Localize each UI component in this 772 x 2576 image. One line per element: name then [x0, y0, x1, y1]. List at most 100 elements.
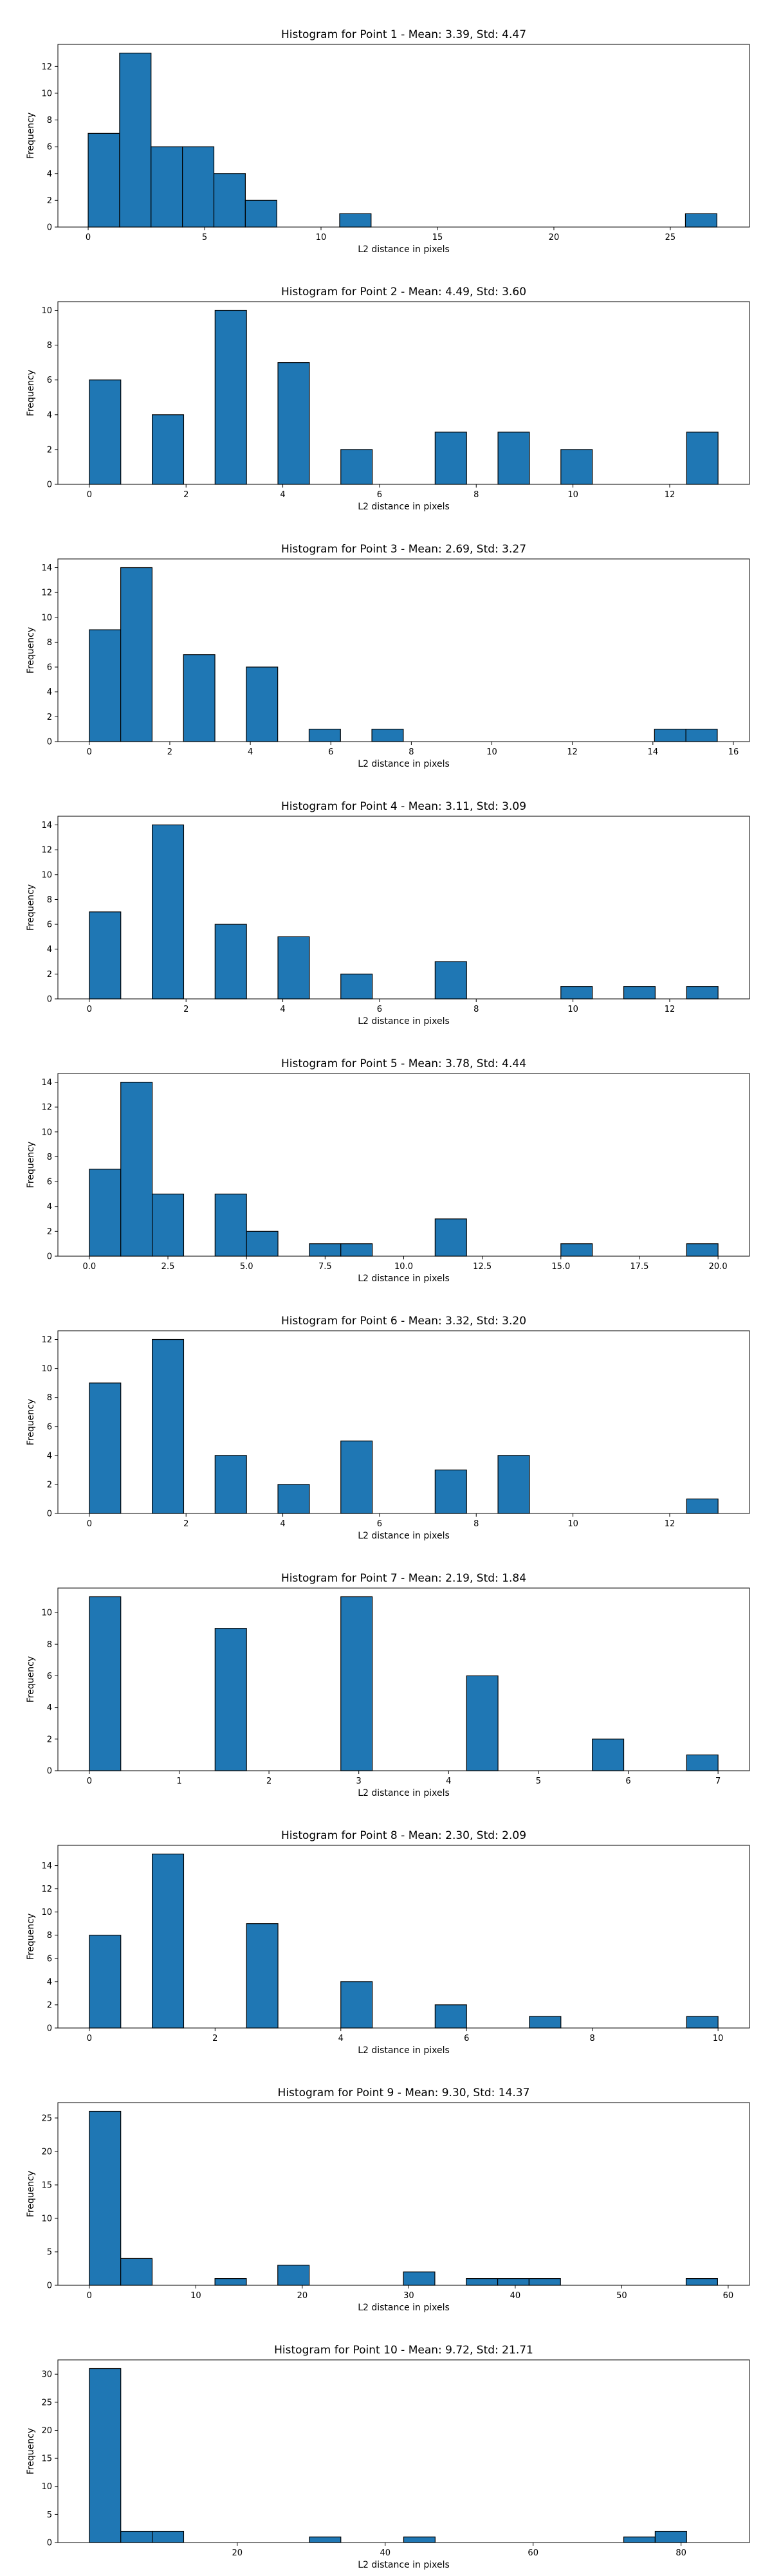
x-tick-label: 60 [528, 2548, 538, 2558]
histogram-bar [151, 824, 185, 1000]
y-tick-label: 2 [47, 1227, 52, 1237]
y-tick-label: 14 [41, 1078, 52, 1088]
x-tick-label: 7 [715, 1777, 721, 1786]
x-tick-label: 4 [280, 1005, 285, 1014]
x-tick-label: 12 [665, 1519, 676, 1529]
y-tick-label: 25 [41, 2398, 52, 2407]
y-axis-label: Frequency [26, 113, 36, 159]
y-tick-label: 0 [47, 738, 52, 747]
axes-frame [57, 558, 750, 742]
histogram-bar [89, 911, 122, 1000]
histogram-bar [119, 52, 152, 228]
y-tick-label: 10 [41, 870, 52, 880]
y-axis-label: Frequency [26, 1142, 36, 1188]
x-tick-label: 10 [567, 1519, 578, 1529]
histogram-panel: 20 40 60 80 0 5 10 15 20 25 30 Histogram for Point … [26, 2344, 750, 2570]
histogram-bar [686, 986, 719, 1000]
histogram-bar [339, 213, 372, 228]
y-tick-label: 0 [47, 995, 52, 1005]
x-tick-label: 80 [676, 2548, 686, 2558]
histogram-bar [213, 173, 246, 228]
y-tick-label: 6 [47, 1178, 52, 1187]
histogram-bar [308, 729, 341, 742]
x-tick-label: 6 [377, 1519, 382, 1529]
histogram-bar [560, 449, 593, 485]
y-tick-label: 10 [41, 89, 52, 98]
axes-frame [57, 2359, 750, 2543]
chart-title: Histogram for Point 10 - Mean: 9.72, Std… [274, 2344, 533, 2357]
y-tick-label: 5 [47, 2247, 52, 2257]
x-tick-label: 25 [665, 233, 676, 242]
x-tick-label: 2.5 [161, 1262, 175, 1272]
chart-title: Histogram for Point 9 - Mean: 9.30, Std:… [278, 2087, 530, 2099]
histogram-bar [654, 729, 686, 742]
y-tick-label: 6 [47, 143, 52, 152]
x-tick-label: 4 [446, 1777, 451, 1786]
histogram-bar [246, 1230, 279, 1257]
x-tick-label: 8 [473, 1005, 479, 1014]
histogram-bar [686, 2016, 719, 2029]
histogram-bar [89, 1382, 122, 1514]
x-tick-label: 17.5 [630, 1262, 649, 1272]
histogram-bar [466, 2278, 499, 2286]
x-tick-label: 4 [280, 490, 285, 500]
x-tick-label: 16 [728, 747, 739, 757]
x-tick-label: 8 [473, 1519, 479, 1529]
y-tick-label: 20 [41, 2426, 52, 2436]
x-axis-label: L2 distance in pixels [358, 244, 450, 255]
x-tick-label: 6 [328, 747, 333, 757]
y-tick-label: 8 [47, 1153, 52, 1162]
histogram-panel: 0 2 4 6 8 10 12 14 16 0 2 4 6 8 10 12 14 Histogram for Po… [26, 543, 750, 769]
x-tick-label: 5 [202, 233, 207, 242]
histogram-bar [120, 2530, 153, 2543]
x-tick-label: 4 [280, 1519, 285, 1529]
x-tick-label: 10 [316, 233, 327, 242]
x-tick-label: 6 [625, 1777, 630, 1786]
histogram-bar [151, 2530, 185, 2543]
x-tick-label: 3 [356, 1777, 362, 1786]
y-tick-label: 5 [47, 2510, 52, 2520]
histogram-bar [434, 432, 467, 485]
histogram-bar [89, 1169, 122, 1257]
histogram-panel: 0 10 20 30 40 50 60 0 5 10 15 20 25 Histogram for Poi… [26, 2087, 750, 2313]
histogram-bar [89, 2368, 122, 2543]
y-axis-label: Frequency [26, 2171, 36, 2217]
chart-title: Histogram for Point 4 - Mean: 3.11, Std:… [281, 800, 526, 813]
axes-frame [57, 1330, 750, 1514]
y-tick-label: 8 [47, 116, 52, 125]
x-tick-label: 12 [567, 747, 578, 757]
y-tick-label: 6 [47, 920, 52, 930]
histogram-bar [151, 1193, 185, 1257]
y-tick-label: 0 [47, 223, 52, 233]
x-tick-label: 10 [567, 490, 578, 500]
y-axis-label: Frequency [26, 884, 36, 931]
y-tick-label: 10 [41, 306, 52, 316]
histogram-bar [497, 2278, 529, 2286]
histogram-bar [182, 146, 215, 228]
y-tick-label: 10 [41, 1908, 52, 1917]
y-tick-label: 6 [47, 1954, 52, 1964]
y-tick-label: 10 [41, 613, 52, 623]
y-tick-label: 2 [47, 713, 52, 722]
x-tick-label: 20 [549, 233, 560, 242]
y-tick-label: 25 [41, 2114, 52, 2123]
x-tick-label: 12 [665, 490, 676, 500]
x-tick-label: 20.0 [709, 1262, 728, 1272]
y-tick-label: 2 [47, 1735, 52, 1744]
histogram-bar [592, 1739, 625, 1771]
axes-frame [57, 301, 750, 485]
x-axis-label: L2 distance in pixels [358, 1531, 450, 1541]
y-tick-label: 8 [47, 341, 52, 351]
y-tick-label: 4 [47, 1977, 52, 1987]
histogram-panel: 0.0 2.5 5.0 7.5 10.0 12.5 15.0 17.5 20.0 0 2 4 6 8 10 1… [26, 1057, 750, 1284]
x-axis-label: L2 distance in pixels [358, 2045, 450, 2056]
histogram-bar [654, 2530, 687, 2543]
x-tick-label: 0 [87, 490, 92, 500]
y-tick-label: 2 [47, 196, 52, 206]
y-tick-label: 10 [41, 1128, 52, 1137]
histogram-bar [151, 414, 185, 485]
x-tick-label: 6 [377, 490, 382, 500]
y-tick-label: 6 [47, 663, 52, 673]
x-tick-label: 0 [87, 1005, 92, 1014]
x-tick-label: 6 [464, 2034, 469, 2043]
